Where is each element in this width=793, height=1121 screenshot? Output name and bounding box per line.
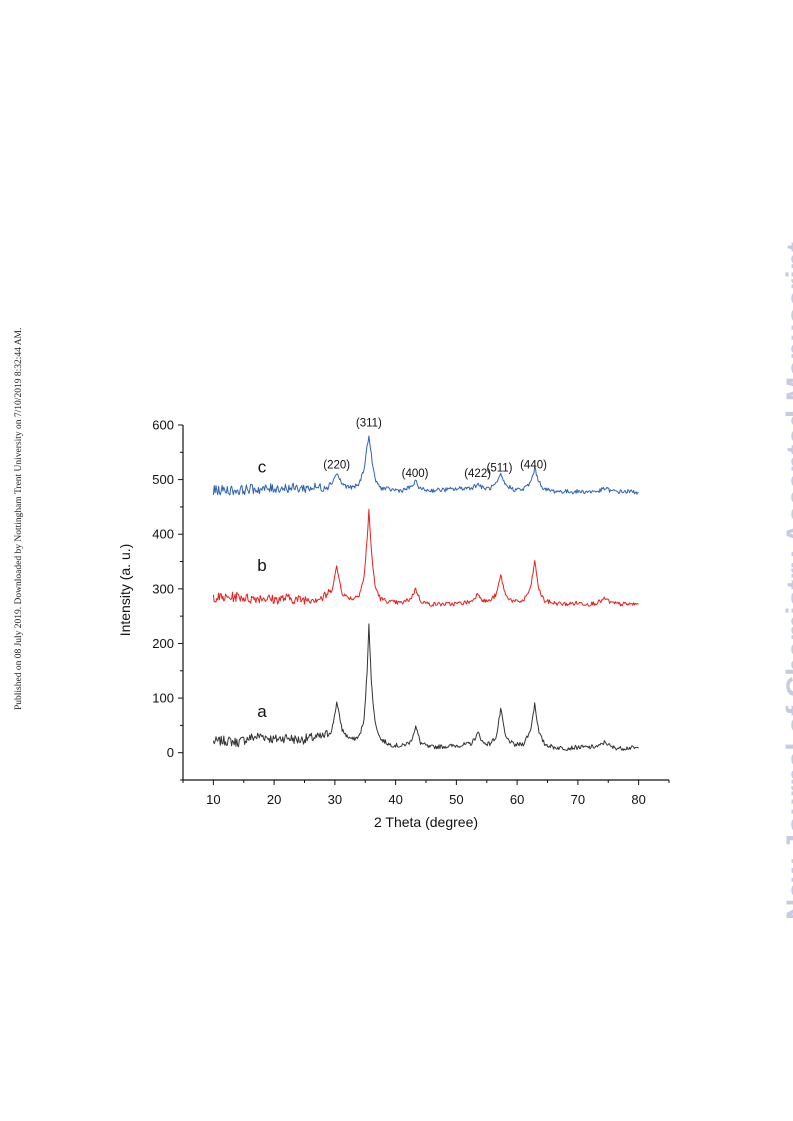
series-layer (212, 435, 639, 751)
series-line-b (212, 508, 639, 607)
x-tick-label: 30 (328, 792, 342, 807)
axes-layer: 0 100 200 300 400 500 600 10 20 30 40 50 60 70 80 (152, 418, 670, 807)
series-label-a: a (257, 702, 267, 721)
x-tick-label: 40 (388, 792, 402, 807)
peak-label: (440) (520, 460, 547, 472)
series-label-c: c (258, 458, 267, 477)
x-tick-label: 70 (571, 792, 585, 807)
y-tick-label: 100 (152, 691, 174, 706)
y-tick-label: 600 (152, 418, 174, 433)
peak-label: (311) (356, 418, 382, 430)
x-tick-label: 60 (510, 792, 524, 807)
x-tick-label: 10 (206, 792, 220, 807)
peak-label: (220) (323, 460, 350, 472)
label-layer: a b c (220) (311) (400) (422)(511) (440) (257, 418, 547, 722)
peak-label: (511) (487, 462, 513, 474)
y-tick-label: 200 (152, 636, 174, 651)
y-tick-label: 400 (152, 527, 174, 542)
x-tick-label: 20 (267, 792, 281, 807)
peak-label: (400) (402, 468, 429, 480)
peak-label: (422) (464, 468, 491, 480)
x-tick-label: 80 (631, 792, 645, 807)
y-axis-title: Intensity (a. u.) (117, 544, 133, 637)
series-label-b: b (257, 556, 266, 575)
y-tick-label: 500 (152, 472, 174, 487)
series-line-a (212, 623, 639, 751)
x-axis-title: 2 Theta (degree) (374, 814, 478, 830)
x-tick-label: 50 (449, 792, 463, 807)
y-tick-label: 300 (152, 581, 174, 596)
y-tick-label: 0 (167, 745, 174, 760)
series-line-c (212, 435, 639, 496)
